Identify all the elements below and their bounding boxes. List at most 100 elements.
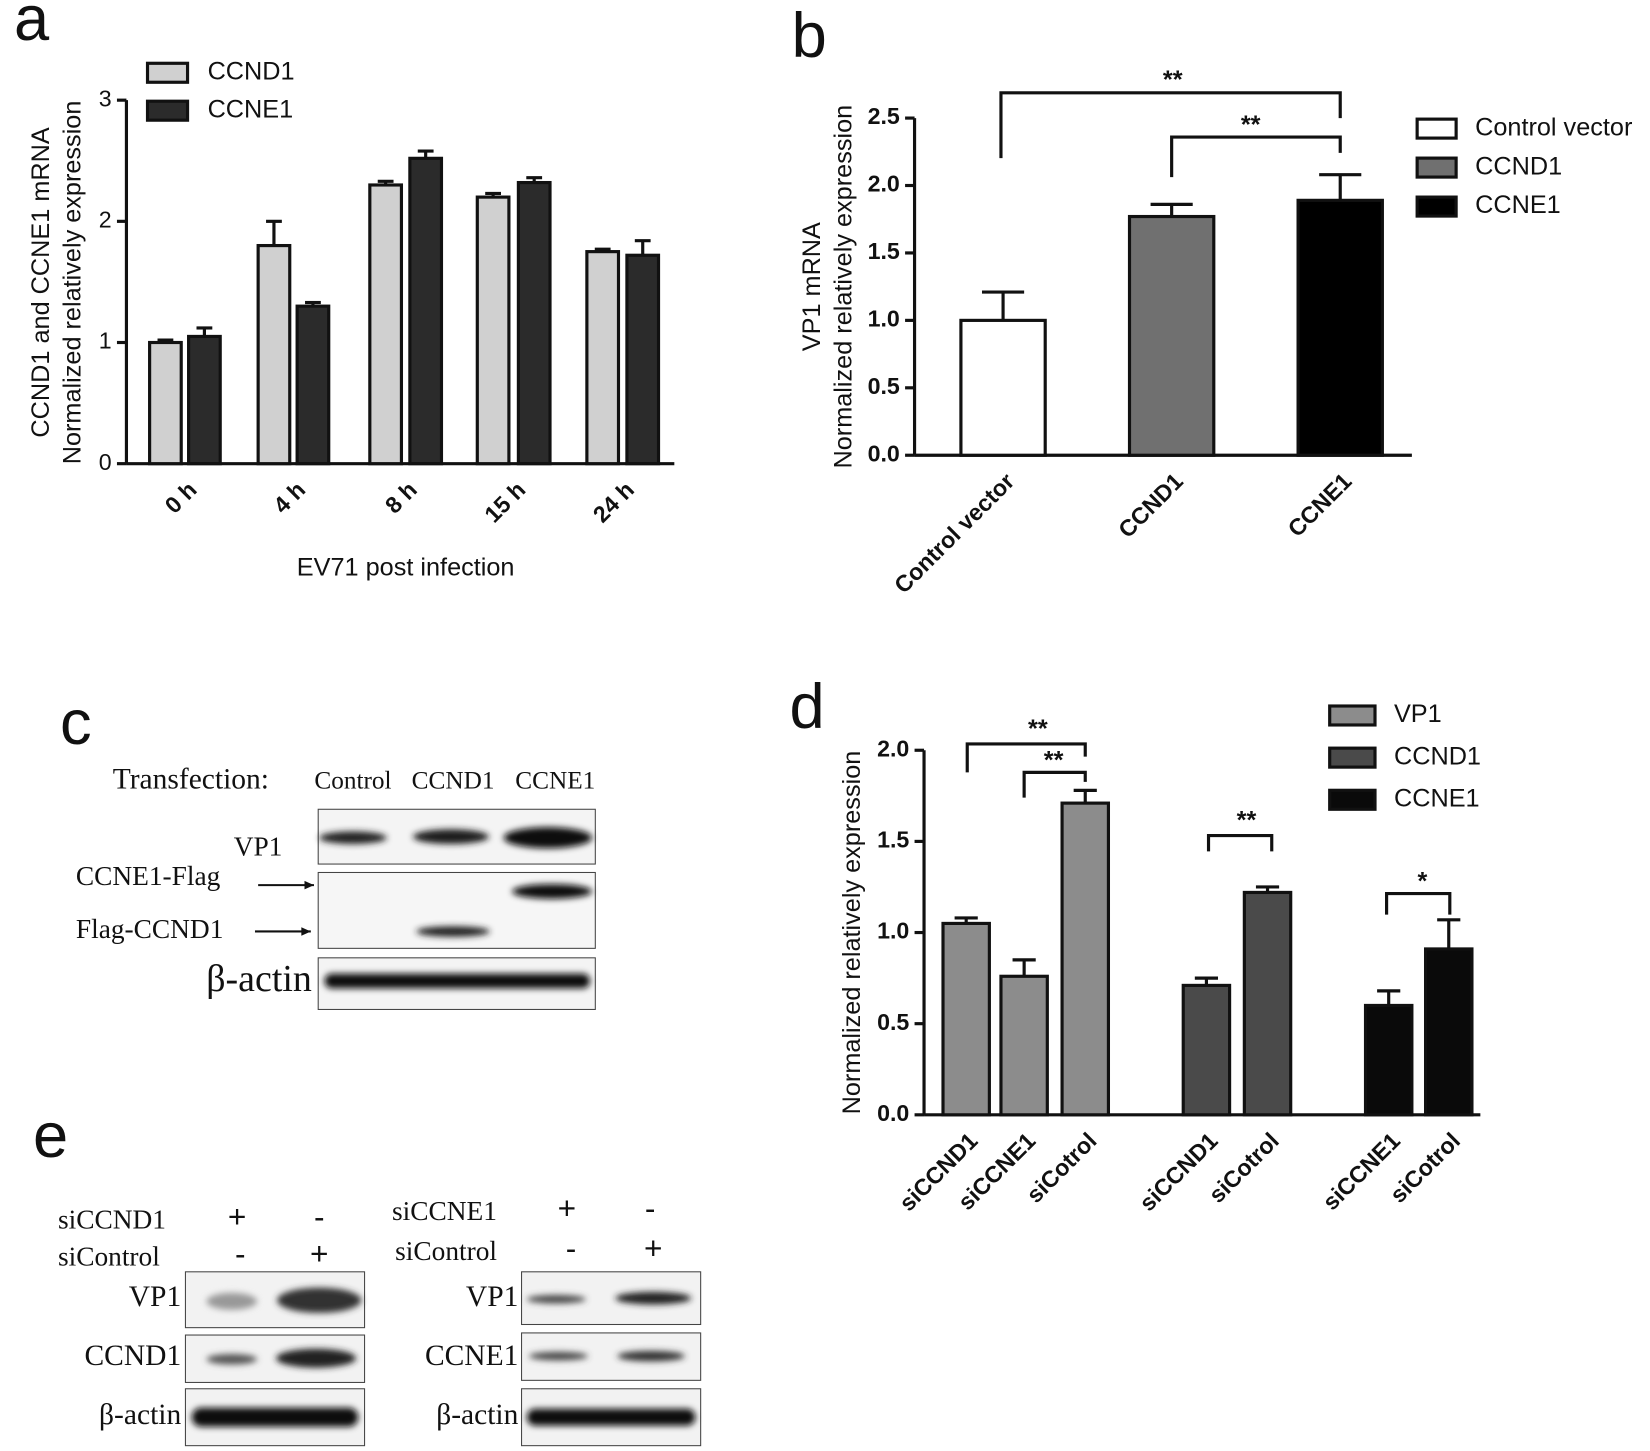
bar xyxy=(516,180,552,466)
bar xyxy=(1242,890,1293,1117)
row-label: Flag-CCND1 xyxy=(76,914,224,944)
x-tick-label: CCNE1 xyxy=(1283,468,1357,542)
significance-bracket xyxy=(1385,891,1452,915)
bar xyxy=(408,156,444,466)
bar xyxy=(475,195,511,466)
legend-label: CCNE1 xyxy=(1394,784,1480,812)
x-axis-label: EV71 post infection xyxy=(297,554,515,582)
condition-label: siCCNE1 xyxy=(392,1196,497,1226)
x-tick-label: Control vector xyxy=(889,468,1019,598)
bar xyxy=(1296,198,1384,457)
panel-label: e xyxy=(33,1101,68,1171)
lane-label: Control xyxy=(314,767,391,795)
legend-label: CCND1 xyxy=(208,57,295,85)
y-tick-label: 1 xyxy=(99,328,112,354)
bar xyxy=(625,253,661,466)
row-label: VP1 xyxy=(466,1281,518,1313)
y-axis-label: CCND1 and CCNE1 mRNA xyxy=(27,127,55,437)
condition-label: siControl xyxy=(395,1236,497,1266)
y-tick-label: 2.0 xyxy=(868,171,900,197)
x-tick-label: 4 h xyxy=(268,476,310,518)
lane-label: CCNE1 xyxy=(515,767,595,795)
panel-label: d xyxy=(790,672,825,742)
x-tick-label: 8 h xyxy=(380,476,422,518)
row-label: CCNE1-Flag xyxy=(76,861,221,891)
significance-label: ** xyxy=(1044,747,1064,775)
y-tick-label: 0 xyxy=(99,449,112,475)
legend-label: CCNE1 xyxy=(208,95,294,123)
legend-swatch xyxy=(1328,788,1377,811)
legend-swatch xyxy=(1328,704,1377,727)
condition-sign: + xyxy=(310,1235,328,1271)
y-tick-label: 2 xyxy=(99,206,112,232)
significance-label: * xyxy=(1417,868,1427,896)
x-tick-label: CCND1 xyxy=(1113,468,1188,543)
panel-label: b xyxy=(792,1,827,71)
condition-sign: - xyxy=(645,1190,656,1226)
row-label: VP1 xyxy=(129,1281,181,1313)
legend-label: VP1 xyxy=(1394,700,1442,728)
bar xyxy=(1363,1003,1414,1117)
row-label: β-actin xyxy=(99,1399,181,1431)
significance-label: ** xyxy=(1241,111,1261,139)
legend-label: CCNE1 xyxy=(1475,191,1561,219)
y-tick-label: 0.0 xyxy=(868,440,900,466)
blot-box xyxy=(317,871,596,949)
bar xyxy=(585,250,621,466)
bar xyxy=(256,243,292,466)
legend-label: Control vector xyxy=(1475,113,1632,141)
bands xyxy=(319,827,593,989)
condition-sign: + xyxy=(228,1198,246,1234)
significance-bracket xyxy=(1022,770,1087,798)
y-axis-label: Normalized relatively expression xyxy=(58,101,86,465)
bar xyxy=(187,334,222,466)
y-tick-label: 1.5 xyxy=(868,238,900,264)
x-tick-label: 24 h xyxy=(588,476,639,527)
row-label: β-actin xyxy=(206,958,312,1000)
significance-bracket xyxy=(1170,135,1342,178)
western-blots xyxy=(184,808,702,1447)
x-tick-label: siCCND1 xyxy=(1134,1127,1223,1216)
legend-label: CCND1 xyxy=(1475,152,1562,180)
legend-swatch xyxy=(145,99,190,122)
bar xyxy=(999,974,1049,1117)
y-tick-label: 1.0 xyxy=(868,306,900,332)
panel-label: c xyxy=(60,688,92,758)
bar xyxy=(1181,983,1232,1117)
bar xyxy=(368,183,404,466)
y-tick-label: 0.5 xyxy=(877,1009,909,1035)
y-tick-label: 2.0 xyxy=(877,735,909,761)
x-tick-label: 15 h xyxy=(479,476,530,527)
condition-sign: + xyxy=(644,1230,662,1266)
legend-swatch xyxy=(145,61,190,84)
significance-label: ** xyxy=(1163,66,1183,94)
y-tick-label: 0.0 xyxy=(877,1100,909,1126)
bar xyxy=(959,318,1047,457)
row-label: CCNE1 xyxy=(425,1340,518,1372)
legend-swatch xyxy=(1328,746,1377,769)
condition-sign: - xyxy=(235,1235,246,1271)
bar xyxy=(1127,214,1216,457)
significance-label: ** xyxy=(1028,715,1048,743)
y-tick-label: 2.5 xyxy=(868,103,900,129)
row-label: CCND1 xyxy=(85,1340,182,1372)
blot-title: Transfection: xyxy=(113,764,269,796)
panel-label: a xyxy=(14,0,50,54)
bar xyxy=(1423,947,1474,1117)
row-label: β-actin xyxy=(436,1399,518,1431)
significance-bracket xyxy=(965,742,1087,773)
y-tick-label: 1.0 xyxy=(877,918,909,944)
condition-sign: - xyxy=(566,1230,577,1266)
condition-label: siCCND1 xyxy=(58,1205,166,1235)
y-tick-label: 1.5 xyxy=(877,827,909,853)
bar xyxy=(1060,801,1111,1117)
condition-label: siControl xyxy=(58,1241,160,1271)
y-tick-label: 3 xyxy=(99,85,112,111)
lane-label: CCND1 xyxy=(412,767,495,795)
bar xyxy=(148,340,183,466)
y-axis-label: Normalized relatively expression xyxy=(838,751,866,1115)
x-tick-label: 0 h xyxy=(160,476,202,518)
significance-label: ** xyxy=(1237,807,1257,835)
bands xyxy=(191,1287,696,1427)
